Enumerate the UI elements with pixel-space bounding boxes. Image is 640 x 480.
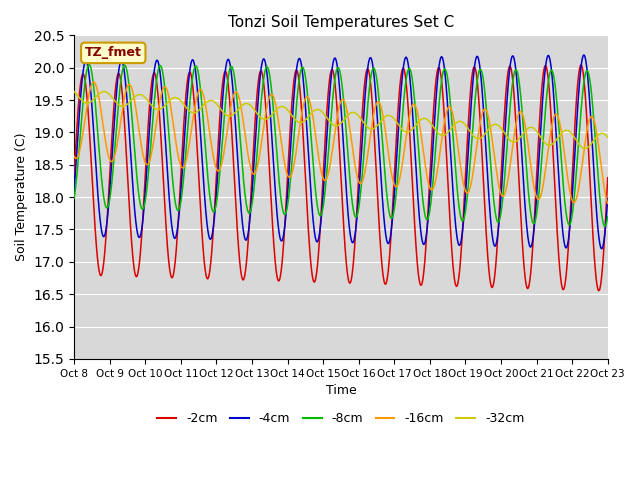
Title: Tonzi Soil Temperatures Set C: Tonzi Soil Temperatures Set C <box>228 15 454 30</box>
Legend: -2cm, -4cm, -8cm, -16cm, -32cm: -2cm, -4cm, -8cm, -16cm, -32cm <box>152 407 529 430</box>
Y-axis label: Soil Temperature (C): Soil Temperature (C) <box>15 133 28 262</box>
Text: TZ_fmet: TZ_fmet <box>85 47 141 60</box>
X-axis label: Time: Time <box>326 384 356 397</box>
